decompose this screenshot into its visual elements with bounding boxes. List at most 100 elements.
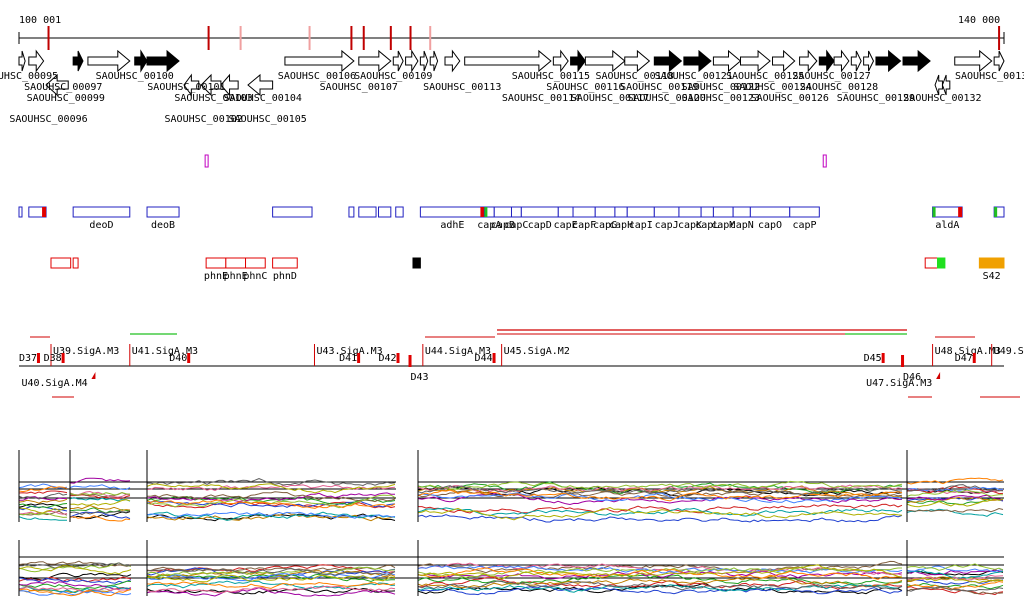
expression-trace [906,579,1004,585]
gene-arrow-filled[interactable] [683,49,712,73]
gene-arrow-filled[interactable] [902,49,931,73]
expression-trace [906,477,1004,485]
expression-trace [18,585,132,594]
operon-box-red[interactable] [205,257,227,269]
gene-arrow-filled[interactable] [875,49,902,73]
gene-arrow[interactable] [624,49,651,73]
gene-arrow[interactable] [954,49,993,73]
operon-box[interactable] [700,206,714,218]
expression-panel-lower [18,540,1004,597]
operon-box[interactable] [348,206,355,218]
operon-box[interactable] [272,206,313,218]
gene-arrow-filled[interactable] [818,49,835,73]
gene-arrow-filled[interactable] [146,49,180,73]
operon-box[interactable] [732,206,751,218]
gene-arrow-filled[interactable] [72,50,84,72]
gene-arrow[interactable] [87,49,131,73]
gene-arrow[interactable] [444,49,461,73]
gene-arrow[interactable] [284,49,355,73]
gene-arrow[interactable] [45,73,69,97]
gene-arrow[interactable] [934,74,943,96]
expression-trace [417,507,903,517]
operon-box[interactable] [614,206,628,218]
operon-box[interactable] [520,206,559,218]
gene-arrow[interactable] [200,73,222,97]
gene-arrow[interactable] [552,49,569,73]
operon-box-red[interactable] [924,257,939,269]
expression-trace [417,583,903,593]
expression-trace [18,577,132,584]
operon-box-red[interactable] [225,257,247,269]
gene-label: SAOUHSC_00095 [0,71,58,82]
gene-arrow[interactable] [799,49,818,73]
operon-box[interactable] [626,206,655,218]
promoter-label: U43.SigA.M3 [316,346,382,357]
gene-arrow[interactable] [993,50,1005,72]
gene-arrow[interactable] [740,49,771,73]
gene-arrow[interactable] [247,73,274,97]
operon-box[interactable] [72,206,131,218]
expression-trace [906,489,1003,497]
operon-box[interactable] [932,206,963,218]
gene-label: SAOUHSC_00129 [837,93,915,104]
operon-box[interactable] [557,206,574,218]
motif-mark[interactable] [204,154,209,168]
gene-arrow[interactable] [392,50,404,72]
operon-box[interactable] [18,206,23,218]
operon-box[interactable] [749,206,791,218]
gene-arrow-filled[interactable] [653,49,683,73]
operon-box-red[interactable] [50,257,72,269]
gene-arrow[interactable] [419,50,429,72]
start-marker [484,207,488,217]
operon-box[interactable] [358,206,377,218]
gene-arrow-filled[interactable] [134,49,148,73]
gene-arrow[interactable] [833,49,850,73]
operon-box[interactable] [493,206,512,218]
gene-arrow-filled[interactable] [570,49,586,73]
operon-label: capH [609,220,633,231]
expression-trace [146,574,396,583]
operon-box[interactable] [378,206,392,218]
gene-arrow[interactable] [429,50,439,72]
gene-arrow[interactable] [28,49,45,73]
operon-box[interactable] [653,206,680,218]
operon-label: S42 [983,271,1001,282]
gene-arrow[interactable] [464,49,552,73]
operon-box-red[interactable] [72,257,79,269]
expression-trace [906,486,1004,492]
gene-arrow[interactable] [850,50,862,72]
expression-trace [906,569,1004,576]
expression-trace [146,511,396,519]
operon-box-red[interactable] [937,257,946,269]
gene-arrow[interactable] [405,49,419,73]
expression-trace [146,483,396,494]
gene-arrow[interactable] [772,49,796,73]
gene-arrow[interactable] [863,50,875,72]
gene-label: SAOUHSC_00116 [546,82,624,93]
gene-arrow[interactable] [220,73,239,97]
operon-box-red[interactable] [412,257,421,269]
operon-box-red[interactable] [245,257,266,269]
operon-box-red[interactable] [978,257,1005,269]
gene-arrow[interactable] [584,49,626,73]
operon-box[interactable] [419,206,485,218]
operon-box-red[interactable] [272,257,298,269]
gene-arrow[interactable] [712,49,742,73]
operon-box[interactable] [572,206,596,218]
gene-arrow[interactable] [18,50,26,72]
operon-label: phnE [204,271,228,282]
operon-box[interactable] [594,206,616,218]
operon-box[interactable] [789,206,820,218]
gene-arrow[interactable] [358,49,392,73]
gene-arrow[interactable] [183,73,200,97]
operon-box[interactable] [678,206,702,218]
motif-mark[interactable] [822,154,827,168]
operon-box[interactable] [712,206,734,218]
gene-arrow[interactable] [941,74,951,96]
operon-box[interactable] [510,206,522,218]
operon-box[interactable] [395,206,404,218]
operon-box[interactable] [146,206,180,218]
operon-label: capG [593,220,617,231]
